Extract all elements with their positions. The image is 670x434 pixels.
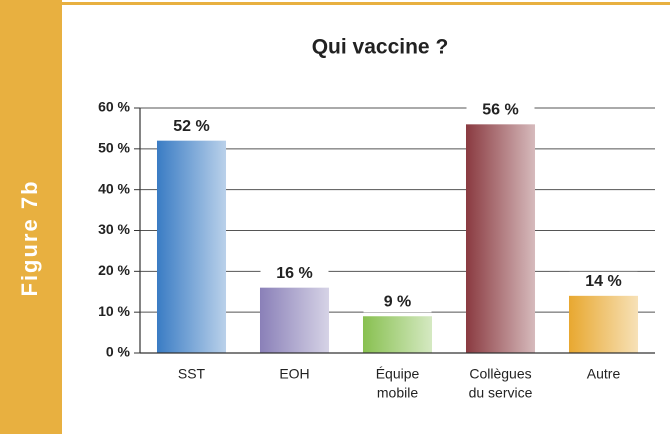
y-tick-label: 10 %	[98, 303, 130, 319]
y-tick-label: 50 %	[98, 140, 130, 156]
x-tick-label: Autre	[587, 366, 621, 382]
side-band	[0, 0, 62, 434]
bar	[259, 287, 330, 353]
bar	[156, 140, 227, 353]
label-bg	[260, 263, 329, 284]
label-bg	[569, 271, 638, 292]
y-tick-label: 60 %	[98, 99, 130, 115]
value-label: 9 %	[384, 293, 412, 310]
bar	[465, 124, 536, 353]
x-tick-label: mobile	[377, 385, 418, 401]
label-bg	[363, 292, 432, 313]
x-tick-label: SST	[178, 366, 206, 382]
y-tick-label: 0 %	[106, 344, 131, 360]
y-tick-label: 20 %	[98, 262, 130, 278]
bar	[362, 316, 433, 353]
value-label: 56 %	[482, 102, 518, 119]
label-bg	[157, 116, 226, 137]
value-label: 52 %	[173, 118, 209, 135]
value-label: 16 %	[276, 265, 312, 282]
top-border	[62, 2, 670, 5]
figure-label: Figure 7b	[17, 179, 42, 296]
chart-title: Qui vaccine ?	[312, 36, 449, 59]
value-label: 14 %	[585, 273, 621, 290]
x-tick-label: du service	[469, 385, 533, 401]
x-tick-label: EOH	[279, 366, 309, 382]
x-tick-label: Collègues	[469, 366, 531, 382]
x-tick-label: Équipe	[376, 366, 420, 382]
label-bg	[466, 100, 535, 121]
bar	[568, 295, 639, 353]
y-tick-label: 30 %	[98, 221, 130, 237]
y-tick-label: 40 %	[98, 180, 130, 196]
